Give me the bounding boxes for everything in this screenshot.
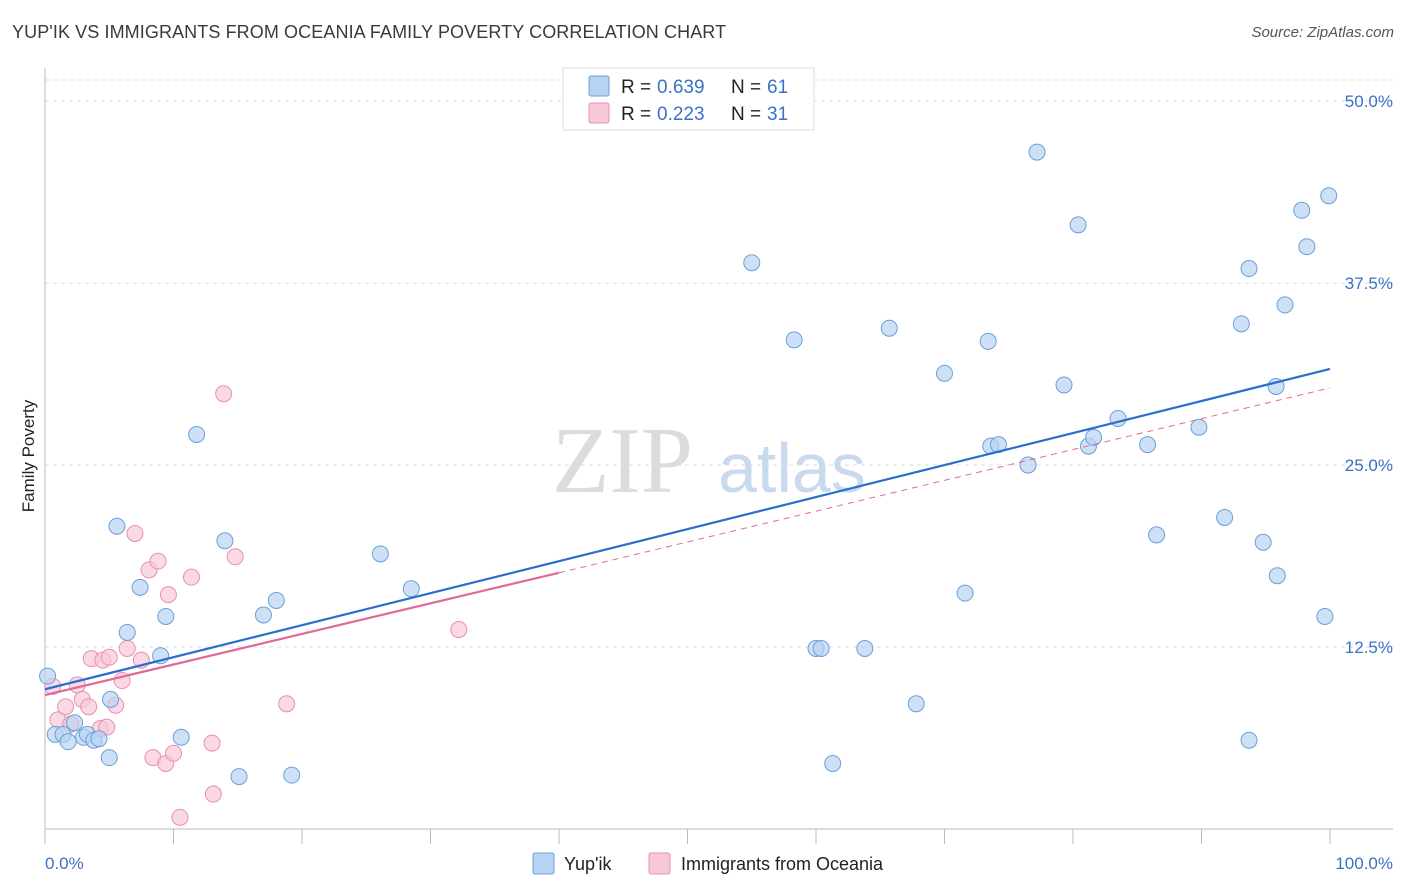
oceania-trendline-extension [558, 387, 1331, 574]
yupik-point [907, 695, 925, 713]
oceania-point [126, 524, 144, 542]
oceania-point [204, 785, 222, 803]
legend-n-value-oceania: 31 [767, 104, 788, 125]
yupik-point [1240, 731, 1258, 749]
yupik-point [157, 607, 175, 625]
oceania-point [171, 808, 189, 826]
oceania-point [80, 698, 98, 716]
yupik-point [216, 532, 234, 550]
yupik-point [1320, 187, 1338, 205]
yupik-point [1276, 296, 1294, 314]
yupik-point [956, 584, 974, 602]
yupik-point [1240, 260, 1258, 278]
oceania-trendline [44, 571, 560, 697]
oceania-point [226, 548, 244, 566]
legend-n-label-oceania: N = [731, 104, 761, 125]
oceania-point [278, 695, 296, 713]
y-tick-label: 50.0% [1345, 92, 1393, 111]
yupik-point [1139, 436, 1157, 454]
yupik-point [1028, 143, 1046, 161]
y-axis-title: Family Poverty [19, 399, 38, 512]
bottom-legend-swatch-yupik [532, 852, 555, 875]
yupik-point [402, 580, 420, 598]
watermark-zip: ZIP [552, 409, 693, 513]
bottom-legend-swatch-oceania [648, 852, 671, 875]
yupik-point [100, 749, 118, 767]
legend-r-value-yupik: 0.639 [657, 77, 705, 98]
yupik-point [283, 766, 301, 784]
legend-n-label-yupik: N = [731, 77, 761, 98]
yupik-point [1268, 567, 1286, 585]
source-label: Source: ZipAtlas.com [1251, 24, 1394, 41]
trend-layer [44, 367, 1331, 697]
yupik-point [267, 591, 285, 609]
yupik-point [856, 639, 874, 657]
yupik-point [1298, 238, 1316, 256]
legend: R = 0.639 N = 61 R = 0.223 N = 31 [562, 67, 815, 131]
yupik-point [102, 690, 120, 708]
yupik-point [1216, 508, 1234, 526]
yupik-point [254, 606, 272, 624]
yupik-point [880, 319, 898, 337]
legend-swatch-yupik [588, 75, 610, 97]
watermark-atlas: atlas [718, 429, 866, 507]
yupik-point [743, 254, 761, 272]
legend-r-label-yupik: R = [621, 77, 651, 98]
yupik-point [59, 733, 77, 751]
yupik-point [172, 728, 190, 746]
oceania-point [149, 552, 167, 570]
legend-swatch-oceania [588, 102, 610, 124]
yupik-point [118, 623, 136, 641]
y-tick-label: 12.5% [1345, 638, 1393, 657]
yupik-point [1148, 526, 1166, 544]
yupik-point [230, 768, 248, 786]
yupik-points [39, 143, 1338, 786]
bottom-legend: Yup'ik Immigrants from Oceania [532, 852, 884, 875]
legend-n-value-yupik: 61 [767, 77, 788, 98]
x-tick-label-min: 0.0% [45, 854, 84, 873]
oceania-point [215, 385, 233, 403]
yupik-point [371, 545, 389, 563]
yupik-point [936, 364, 953, 382]
watermark: ZIP atlas [552, 409, 866, 513]
yupik-point [131, 578, 149, 596]
legend-r-value-oceania: 0.223 [657, 104, 705, 125]
yupik-point [90, 730, 108, 748]
yupik-point [1085, 428, 1103, 446]
yupik-point [1069, 216, 1087, 234]
oceania-point [118, 639, 136, 657]
yupik-point [812, 639, 830, 657]
yupik-point [1293, 201, 1311, 219]
oceania-point [203, 734, 221, 752]
y-tick-label: 37.5% [1345, 274, 1393, 293]
yupik-point [1232, 315, 1250, 333]
yupik-point [1316, 607, 1334, 625]
bottom-legend-label-yupik: Yup'ik [564, 854, 612, 874]
oceania-point [100, 648, 118, 666]
yupik-point [108, 517, 126, 535]
oceania-point [450, 621, 468, 639]
oceania-point [57, 698, 75, 716]
yupik-point [188, 425, 206, 443]
axis-layer: 12.5% 25.0% 37.5% 50.0% 0.0% 100.0% [44, 68, 1393, 873]
y-tick-label: 25.0% [1345, 456, 1393, 475]
chart-title: YUP'IK VS IMMIGRANTS FROM OCEANIA FAMILY… [12, 22, 727, 42]
yupik-point [785, 331, 803, 349]
yupik-point [66, 714, 84, 732]
yupik-point [824, 754, 842, 772]
yupik-point [1190, 418, 1208, 436]
x-tick-label-max: 100.0% [1335, 854, 1393, 873]
yupik-point [1055, 376, 1073, 394]
yupik-trendline [44, 367, 1331, 691]
grid-layer [45, 79, 1393, 648]
yupik-point [979, 332, 997, 350]
oceania-point [182, 568, 200, 586]
yupik-point [1254, 533, 1272, 551]
yupik-point [39, 667, 57, 685]
bottom-legend-label-oceania: Immigrants from Oceania [681, 854, 884, 874]
oceania-point [159, 586, 177, 604]
legend-r-label-oceania: R = [621, 104, 651, 125]
oceania-point [165, 744, 182, 762]
